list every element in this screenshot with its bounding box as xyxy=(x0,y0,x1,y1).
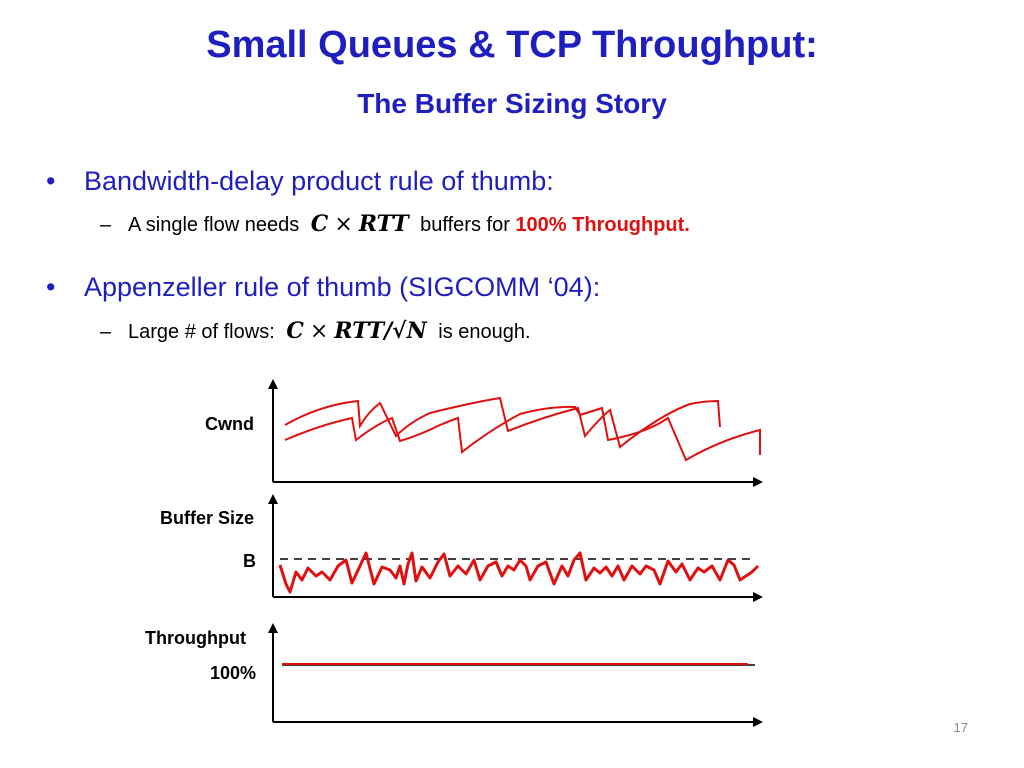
throughput-value-label: 100% xyxy=(209,663,256,683)
buffer-size-label: Buffer Size xyxy=(159,508,254,528)
sub-text-before: A single flow needs xyxy=(128,214,300,236)
cwnd-axes xyxy=(268,379,763,487)
math-rtt-sqrt-n: RTT/√N xyxy=(334,318,427,344)
throughput-label: Throughput xyxy=(145,628,246,648)
sub-text-before: Large # of flows: xyxy=(128,321,275,343)
math-times: × xyxy=(309,319,329,344)
bullet-dot: • xyxy=(46,166,56,196)
buffer-occupancy-line xyxy=(278,551,760,594)
sub-bullet-appenzeller: – Large # of flows: C × RTT/√N is enough. xyxy=(100,317,531,346)
bullet-appenzeller: • Appenzeller rule of thumb (SIGCOMM ‘04)… xyxy=(46,270,600,304)
dash: – xyxy=(100,214,112,236)
slide-title: Small Queues & TCP Throughput: xyxy=(206,24,818,66)
math-c: C xyxy=(286,318,304,344)
formula-c-rtt: C × RTT xyxy=(311,211,409,237)
sub-text-after: buffers for xyxy=(420,214,510,236)
sub-bullet-bdp: – A single flow needs C × RTT buffers for 1… xyxy=(100,210,690,239)
sub-text-after: is enough. xyxy=(438,321,531,343)
math-times: × xyxy=(334,212,353,237)
throughput-highlight: 100% Throughput. xyxy=(515,214,690,236)
bullet-dot: • xyxy=(46,272,56,302)
bullet-bdp: • Bandwidth-delay product rule of thumb: xyxy=(46,164,554,198)
slide-subtitle: The Buffer Sizing Story xyxy=(357,88,667,119)
cwnd-label: Cwnd xyxy=(205,414,254,434)
buffer-axes xyxy=(268,494,763,602)
formula-c-rtt-sqrt-n: C × RTT/√N xyxy=(286,318,426,344)
bullet-text: Bandwidth-delay product rule of thumb: xyxy=(84,166,554,196)
bullet-text: Appenzeller rule of thumb (SIGCOMM ‘04): xyxy=(84,272,601,302)
b-label: B xyxy=(243,551,256,571)
page-number: 17 xyxy=(953,720,968,735)
throughput-axes xyxy=(268,623,763,727)
dash: – xyxy=(100,321,112,343)
cwnd-flow-2-line xyxy=(284,405,761,462)
math-c: C xyxy=(310,211,329,237)
math-rtt: RTT xyxy=(358,211,409,237)
cwnd-flow-1-line xyxy=(284,396,721,449)
